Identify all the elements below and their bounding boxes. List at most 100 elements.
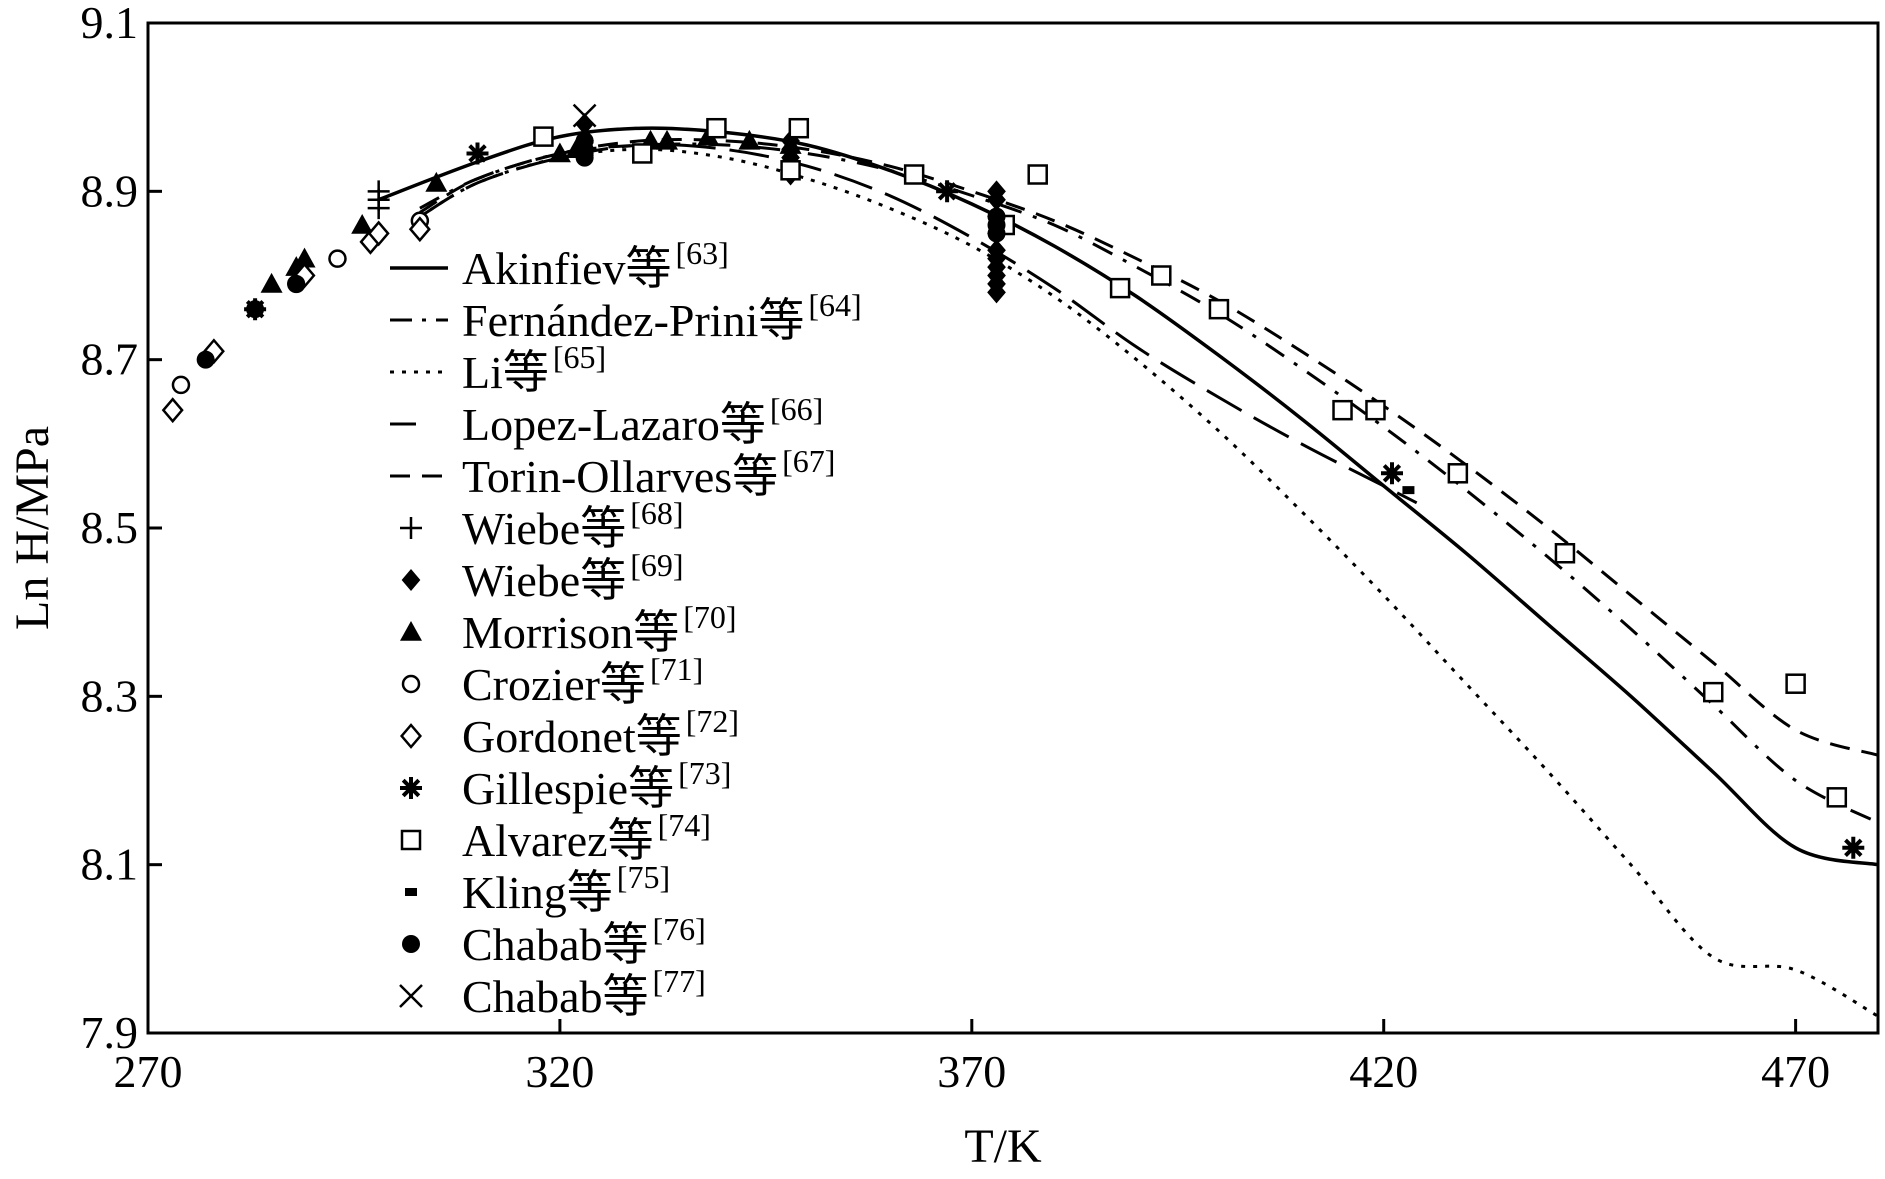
y-tick-label: 8.1	[81, 839, 139, 890]
legend-item-10-marker	[400, 777, 422, 799]
series-11-point	[1109, 277, 1131, 299]
legend-item-11-label: Alvarez等	[462, 815, 654, 866]
series-13-point	[575, 148, 594, 167]
series-7-point	[260, 272, 283, 293]
x-tick-label: 270	[114, 1046, 183, 1097]
legend-item-11-ref: [74]	[658, 807, 711, 843]
series-13-point	[196, 350, 215, 369]
series-9-point	[161, 397, 184, 424]
y-axis: 7.9 8.1 8.3 8.5 8.7 8.9 9.1	[81, 0, 162, 1058]
x-axis: 270 320 370 420 470	[114, 1019, 1830, 1097]
series-12-point	[1402, 486, 1415, 495]
series-7-point	[293, 247, 316, 268]
legend-item-8-label: Crozier等	[462, 659, 646, 710]
y-axis-title: Ln H/MPa	[6, 426, 59, 630]
legend-item-13-ref: [76]	[653, 911, 706, 947]
x-tick-label: 370	[937, 1046, 1006, 1097]
legend-item-6-marker	[401, 569, 421, 591]
x-tick-label: 420	[1349, 1046, 1418, 1097]
series-7-point	[779, 134, 802, 154]
series-9-point	[408, 216, 431, 243]
legend-item-7-marker	[400, 621, 422, 641]
legend-item-4-label: Torin-Ollarves等	[462, 451, 778, 502]
series-11-point	[788, 117, 810, 139]
legend-item-7-ref: [70]	[683, 599, 736, 635]
series-11-point	[632, 143, 653, 164]
series-11-point	[1702, 681, 1724, 703]
legend-item-9-label: Gordonet等	[462, 711, 682, 762]
series-10-point	[466, 142, 489, 165]
legend-item-8-marker	[401, 674, 421, 694]
legend-item-3-ref: [66]	[770, 391, 823, 427]
legend-item-5-ref: [68]	[630, 495, 683, 531]
legend-item-5-marker	[400, 517, 422, 539]
legend-item-1-ref: [64]	[808, 287, 861, 323]
legend-item-14-ref: [77]	[653, 963, 706, 999]
series-14-point	[572, 103, 597, 128]
legend-item-2-label: Li等	[462, 347, 549, 398]
series-10-point	[936, 180, 959, 203]
legend-item-7-label: Morrison等	[462, 607, 679, 658]
series-11-point	[1027, 164, 1048, 185]
legend-item-1-label: Fernández-Prini等	[462, 295, 804, 346]
legend-item-0-label: Akinfiev等	[462, 243, 672, 294]
legend-item-9-marker	[400, 723, 422, 749]
y-tick-label: 8.9	[81, 165, 139, 216]
legend-item-4-ref: [67]	[782, 443, 835, 479]
y-tick-label: 9.1	[81, 0, 139, 48]
legend-item-8-ref: [71]	[650, 651, 703, 687]
series-11-point	[1826, 787, 1848, 808]
legend-item-10-label: Gillespie等	[462, 763, 674, 814]
legend-item-5-label: Wiebe等	[462, 503, 626, 554]
series-7-point	[548, 142, 571, 163]
series-13-point	[246, 300, 265, 319]
legend-item-14-label: Chabab等	[462, 971, 649, 1022]
series-7-point	[656, 129, 678, 150]
legend-item-6-ref: [69]	[630, 547, 683, 583]
series-6-point	[987, 281, 1006, 304]
series-11-point	[533, 126, 554, 147]
series-11-point	[1332, 399, 1353, 421]
series-7-point	[738, 129, 761, 150]
series-8-point	[328, 249, 347, 268]
series-5-point	[367, 197, 390, 220]
series-11-point	[1785, 673, 1806, 694]
series-1-line	[419, 142, 1879, 824]
series-13-point	[287, 274, 306, 293]
x-axis-title: T/K	[964, 1120, 1042, 1173]
series-10-point	[1381, 462, 1403, 485]
legend-item-9-ref: [72]	[686, 703, 739, 739]
series-11-point	[1554, 543, 1576, 564]
legend-item-13-marker	[402, 935, 420, 953]
series-11-point	[780, 160, 801, 181]
legend-item-12-ref: [75]	[617, 859, 670, 895]
series-9-point	[367, 220, 390, 247]
legend-item-0-ref: [63]	[676, 235, 729, 271]
series-11-point	[706, 117, 727, 139]
legend-item-2-ref: [65]	[553, 339, 606, 375]
legend-item-11-marker	[400, 829, 422, 851]
series-11-point	[1447, 463, 1469, 484]
legend: Akinfiev等 [63] Fernández-Prini等 [64] Li等 [65]…	[390, 235, 862, 1022]
x-tick-label: 470	[1761, 1046, 1830, 1097]
series-points	[161, 103, 1865, 859]
series-8-point	[171, 375, 191, 395]
legend-item-12-marker	[405, 888, 417, 896]
series-6-point	[987, 188, 1006, 211]
series-10-point	[1842, 836, 1865, 859]
legend-item-12-label: Kling等	[462, 867, 613, 918]
series-11-point	[1365, 399, 1386, 421]
y-tick-label: 8.5	[81, 502, 139, 553]
legend-item-14-marker	[399, 984, 423, 1008]
series-7-point	[351, 214, 374, 234]
x-tick-label: 320	[525, 1046, 594, 1097]
series-2-line	[419, 147, 1879, 1018]
legend-item-13-label: Chabab等	[462, 919, 649, 970]
y-tick-label: 8.7	[81, 334, 139, 385]
legend-item-3-label: Lopez-Lazaro等	[462, 399, 766, 450]
legend-item-6-label: Wiebe等	[462, 555, 626, 606]
series-13-point	[987, 224, 1006, 243]
series-11-point	[903, 164, 925, 185]
y-tick-label: 8.3	[81, 670, 139, 721]
